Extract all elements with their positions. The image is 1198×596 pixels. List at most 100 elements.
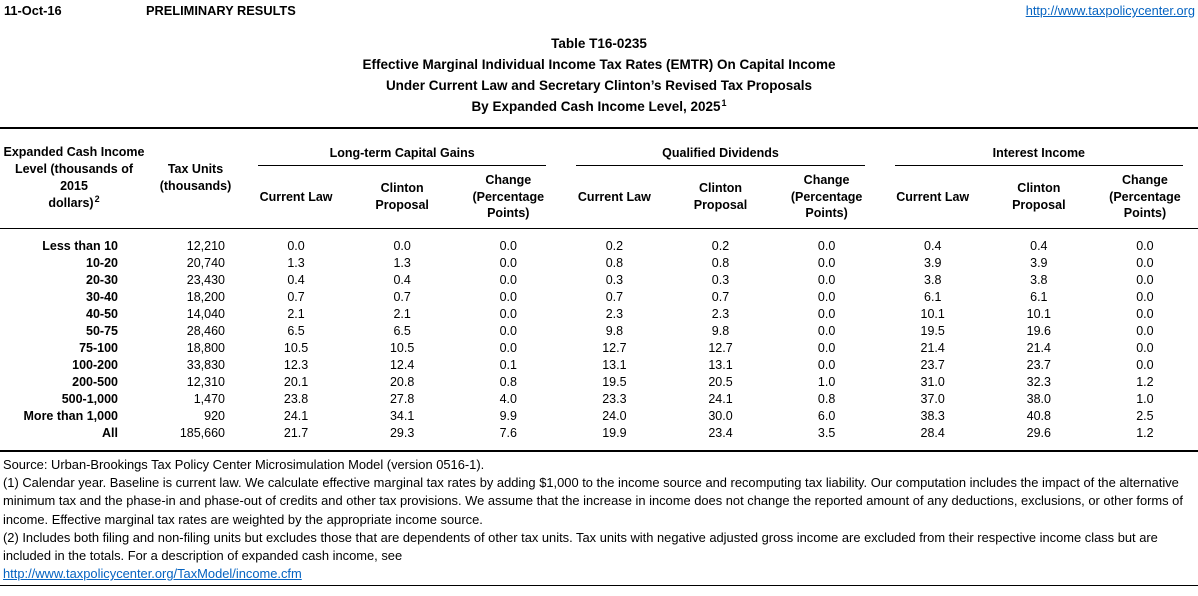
ltcg-value-cell: 10.5 <box>389 340 415 355</box>
dividends-value-cell: 0.0 <box>817 238 836 253</box>
tax-units-cell: 12,310 <box>186 374 225 389</box>
interest-value-cell: 23.7 <box>1026 357 1051 372</box>
footnote-1-superscript: 1 <box>721 97 727 108</box>
ltcg-value-cell: 23.8 <box>283 391 309 406</box>
income-level-cell: 40-50 <box>86 306 118 321</box>
interest-value-cell: 0.0 <box>1136 255 1154 270</box>
title-line-2: Effective Marginal Individual Income Tax… <box>362 57 836 72</box>
table-row: 75-100 18,800 10.5 10.5 0.0 12.7 12.7 0.0 21.4 21… <box>0 339 1198 356</box>
taxpolicycenter-link[interactable]: http://www.taxpolicycenter.org <box>1025 3 1195 18</box>
dividends-value-cell: 13.1 <box>602 357 627 372</box>
income-level-cell: 20-30 <box>86 272 118 287</box>
dividends-value-cell: 0.3 <box>605 272 624 287</box>
interest-value-cell: 21.4 <box>920 340 945 355</box>
dividends-value-cell: 24.0 <box>602 408 627 423</box>
ltcg-value-cell: 20.1 <box>283 374 309 389</box>
subheader-ltcg-current-law: Current Law <box>243 166 350 229</box>
table-row: 50-75 28,460 6.5 6.5 0.0 9.8 9.8 0.0 19.5 19.6 0.0 <box>0 322 1198 339</box>
ltcg-value-cell: 9.9 <box>499 408 517 423</box>
table-number: Table T16-0235 <box>551 36 647 51</box>
income-level-cell: 75-100 <box>79 340 118 355</box>
ltcg-value-cell: 0.8 <box>499 374 517 389</box>
interest-value-cell: 0.4 <box>1030 238 1048 253</box>
ltcg-value-cell: 0.0 <box>499 255 517 270</box>
dividends-value-cell: 2.3 <box>711 306 730 321</box>
dividends-value-cell: 0.0 <box>817 306 836 321</box>
ltcg-value-cell: 0.7 <box>287 289 305 304</box>
group-header-qualified-dividends: Qualified Dividends <box>561 128 879 166</box>
group-header-long-term-capital-gains-label: Long-term Capital Gains <box>258 146 547 166</box>
table-row: 30-40 18,200 0.7 0.7 0.0 0.7 0.7 0.0 6.1 6.1 0.0 <box>0 288 1198 305</box>
table-row: Less than 10 12,210 0.0 0.0 0.0 0.2 0.2 0.0 0.4 0… <box>0 237 1198 254</box>
dividends-value-cell: 23.4 <box>708 425 733 440</box>
interest-value-cell: 1.0 <box>1136 391 1154 406</box>
income-level-cell: 500-1,000 <box>61 391 118 406</box>
interest-value-cell: 0.0 <box>1136 289 1154 304</box>
income-level-cell: All <box>102 425 118 440</box>
subheader-dividends-change: Change (Percentage Points) <box>773 166 880 229</box>
dividends-value-cell: 0.0 <box>817 323 836 338</box>
dividends-value-cell: 9.8 <box>605 323 624 338</box>
dividends-value-cell: 0.0 <box>817 289 836 304</box>
interest-value-cell: 2.5 <box>1136 408 1154 423</box>
income-level-cell: 50-75 <box>86 323 118 338</box>
table-row: 100-200 33,830 12.3 12.4 0.1 13.1 13.1 0.0 23.7 2… <box>0 356 1198 373</box>
emtr-table: Expanded Cash Income Level (thousands of… <box>0 127 1198 452</box>
ltcg-value-cell: 0.0 <box>499 306 517 321</box>
interest-value-cell: 0.0 <box>1136 357 1154 372</box>
tax-units-header: Tax Units (thousands) <box>148 128 243 229</box>
interest-value-cell: 0.4 <box>924 238 942 253</box>
ltcg-value-cell: 0.0 <box>287 238 305 253</box>
footnote-2-superscript: 2 <box>94 194 100 205</box>
ltcg-value-cell: 0.1 <box>499 357 517 372</box>
table-body: Less than 10 12,210 0.0 0.0 0.0 0.2 0.2 0.0 0.4 0… <box>0 228 1198 451</box>
top-bar: 11-Oct-16 PRELIMINARY RESULTS http://www… <box>0 0 1198 20</box>
table-row: 500-1,000 1,470 23.8 27.8 4.0 23.3 24.1 0.8 37.0… <box>0 390 1198 407</box>
ltcg-value-cell: 7.6 <box>499 425 517 440</box>
tax-units-cell: 20,740 <box>186 255 225 270</box>
dividends-value-cell: 13.1 <box>708 357 733 372</box>
tax-units-cell: 920 <box>204 408 225 423</box>
interest-value-cell: 37.0 <box>920 391 945 406</box>
interest-value-cell: 6.1 <box>1030 289 1048 304</box>
tax-units-cell: 23,430 <box>186 272 225 287</box>
preliminary-results-label: PRELIMINARY RESULTS <box>146 3 296 18</box>
footnotes: Source: Urban-Brookings Tax Policy Cente… <box>0 452 1198 583</box>
ltcg-value-cell: 24.1 <box>283 408 309 423</box>
table-row: 200-500 12,310 20.1 20.8 0.8 19.5 20.5 1.0 31.0 3… <box>0 373 1198 390</box>
footnote-2: (2) Includes both filing and non-filing … <box>3 529 1158 564</box>
dividends-value-cell: 0.3 <box>711 272 730 287</box>
group-header-interest-income: Interest Income <box>880 128 1198 166</box>
subheader-dividends-current-law: Current Law <box>561 166 668 229</box>
title-line-3: Under Current Law and Secretary Clinton’… <box>385 78 813 93</box>
dividends-value-cell: 12.7 <box>602 340 627 355</box>
interest-value-cell: 32.3 <box>1026 374 1051 389</box>
interest-value-cell: 1.2 <box>1136 425 1154 440</box>
interest-value-cell: 0.0 <box>1136 340 1154 355</box>
income-level-cell: 100-200 <box>72 357 118 372</box>
title-line-4: By Expanded Cash Income Level, 20251 <box>0 96 1198 117</box>
tax-units-cell: 12,210 <box>186 238 225 253</box>
dividends-value-cell: 0.8 <box>605 255 624 270</box>
ltcg-value-cell: 0.0 <box>499 289 517 304</box>
tax-units-cell: 1,470 <box>193 391 225 406</box>
income-definition-link[interactable]: http://www.taxpolicycenter.org/TaxModel/… <box>3 566 302 582</box>
report-date: 11-Oct-16 <box>4 3 62 18</box>
ltcg-value-cell: 1.3 <box>393 255 411 270</box>
dividends-value-cell: 3.5 <box>817 425 836 440</box>
income-level-cell: 30-40 <box>86 289 118 304</box>
income-level-cell: Less than 10 <box>42 238 118 253</box>
interest-value-cell: 0.0 <box>1136 238 1154 253</box>
dividends-value-cell: 19.5 <box>602 374 627 389</box>
subheader-dividends-clinton-proposal: Clinton Proposal <box>667 166 774 229</box>
interest-value-cell: 3.9 <box>1030 255 1048 270</box>
ltcg-value-cell: 34.1 <box>389 408 415 423</box>
ltcg-value-cell: 0.7 <box>393 289 411 304</box>
interest-value-cell: 1.2 <box>1136 374 1154 389</box>
dividends-value-cell: 12.7 <box>708 340 733 355</box>
interest-value-cell: 3.9 <box>924 255 942 270</box>
interest-value-cell: 28.4 <box>920 425 945 440</box>
interest-value-cell: 21.4 <box>1026 340 1051 355</box>
dividends-value-cell: 2.3 <box>605 306 624 321</box>
tax-units-cell: 185,660 <box>179 425 225 440</box>
